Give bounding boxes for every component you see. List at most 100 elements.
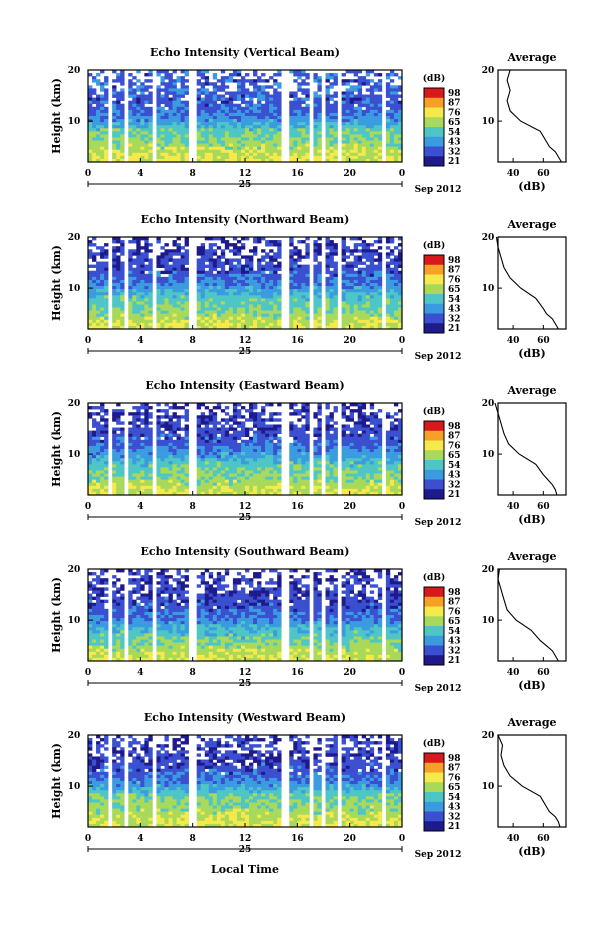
heatmap-cell xyxy=(116,436,121,441)
colorbar-tick-label: 65 xyxy=(448,118,461,128)
heatmap-cell xyxy=(148,473,153,477)
heatmap-cell xyxy=(317,439,322,444)
heatmap-cell xyxy=(325,76,330,80)
heatmap-cell xyxy=(333,273,338,278)
heatmap-cell xyxy=(277,439,282,444)
heatmap-cell xyxy=(196,485,202,490)
heatmap-cell xyxy=(333,267,338,272)
heatmap-cell xyxy=(88,249,93,253)
heatmap-cell xyxy=(377,103,383,108)
heatmap-cell xyxy=(333,289,338,293)
heatmap-cell xyxy=(224,240,230,244)
heatmap-cell xyxy=(301,276,306,281)
heatmap-cell xyxy=(305,479,310,484)
heatmap-cell xyxy=(112,140,117,144)
heatmap-cell xyxy=(289,491,294,496)
heatmap-cell xyxy=(269,137,274,141)
heatmap-cell xyxy=(140,439,145,444)
heatmap-cell xyxy=(269,298,274,302)
heatmap-cell xyxy=(180,427,185,431)
heatmap-cell xyxy=(293,322,298,327)
heatmap-cell xyxy=(104,140,109,144)
heatmap-cell xyxy=(212,307,218,311)
heatmap-cell xyxy=(317,279,322,284)
heatmap-cell xyxy=(228,91,234,95)
heatmap-cell xyxy=(293,445,298,450)
heatmap-cell xyxy=(224,97,230,101)
heatmap-cell xyxy=(325,298,330,302)
heatmap-cell xyxy=(104,155,109,160)
heatmap-cell xyxy=(261,316,266,321)
heatmap-cell xyxy=(228,485,234,490)
heatmap-cell xyxy=(216,449,222,453)
heatmap-cell xyxy=(176,267,181,272)
heatmap-cell xyxy=(96,298,101,302)
heatmap-cell xyxy=(100,264,105,268)
heatmap-cell xyxy=(92,424,97,428)
heatmap-cell xyxy=(325,455,330,459)
heatmap-cell xyxy=(373,88,379,92)
heatmap-cell xyxy=(357,140,363,144)
heatmap-cell xyxy=(317,264,322,268)
heatmap-cell xyxy=(120,94,125,98)
heatmap-cell xyxy=(128,106,133,111)
heatmap-cell xyxy=(112,270,117,275)
heatmap-cell xyxy=(88,106,93,111)
heatmap-cell xyxy=(353,109,359,114)
heatmap-cell xyxy=(232,273,238,278)
heatmap-cell xyxy=(253,70,258,74)
heatmap-cell xyxy=(269,433,274,438)
heatmap-cell xyxy=(345,131,350,135)
heatmap-cell xyxy=(96,295,101,299)
heatmap-cell xyxy=(269,476,274,480)
heatmap-cell xyxy=(172,276,177,281)
colorbar-tick-label: 21 xyxy=(448,324,461,334)
heatmap-cell xyxy=(144,112,149,117)
heatmap-cell xyxy=(257,279,262,284)
colorbar-swatch xyxy=(424,136,444,147)
heatmap-cell xyxy=(128,289,133,293)
heatmap-cell xyxy=(168,152,173,157)
heatmap-cell xyxy=(253,270,258,275)
heatmap-cell xyxy=(160,97,165,101)
heatmap-cell xyxy=(361,273,367,278)
heatmap-cell xyxy=(180,449,185,453)
heatmap-cell xyxy=(92,134,97,138)
heatmap-cell xyxy=(341,128,346,132)
heatmap-cell xyxy=(164,485,169,490)
heatmap-cell xyxy=(164,436,169,441)
heatmap-cell xyxy=(200,128,206,132)
heatmap-cell xyxy=(212,436,218,441)
heatmap-cell xyxy=(329,143,334,147)
heatmap-cell xyxy=(92,473,97,477)
heatmap-cell xyxy=(329,279,334,284)
heatmap-cell xyxy=(245,455,250,459)
heatmap-cell xyxy=(132,240,137,244)
heatmap-cell xyxy=(160,70,165,74)
heatmap-cell xyxy=(208,119,214,123)
heatmap-cell xyxy=(305,298,310,302)
heatmap-cell xyxy=(345,137,350,141)
heatmap-cell xyxy=(361,240,367,244)
heatmap-cell xyxy=(273,79,278,83)
heatmap-cell xyxy=(228,249,234,253)
heatmap-cell xyxy=(216,106,222,111)
heatmap-cell xyxy=(120,112,125,117)
heatmap-cell xyxy=(369,106,375,111)
heatmap-cell xyxy=(257,97,262,101)
heatmap-cell xyxy=(365,152,371,157)
heatmap-cell xyxy=(96,158,101,163)
heatmap-cell xyxy=(377,155,383,160)
heatmap-cell xyxy=(385,283,391,287)
heatmap-cell xyxy=(168,482,173,487)
heatmap-cell xyxy=(297,430,302,434)
heatmap-cell xyxy=(365,155,371,160)
heatmap-cell xyxy=(385,289,391,293)
heatmap-cell xyxy=(156,445,161,450)
heatmap-cell xyxy=(204,109,210,114)
heatmap-cell xyxy=(232,70,238,74)
heatmap-cell xyxy=(353,134,359,138)
heatmap-cell xyxy=(329,103,334,108)
heatmap-cell xyxy=(349,79,354,83)
heatmap-cell xyxy=(361,255,367,259)
